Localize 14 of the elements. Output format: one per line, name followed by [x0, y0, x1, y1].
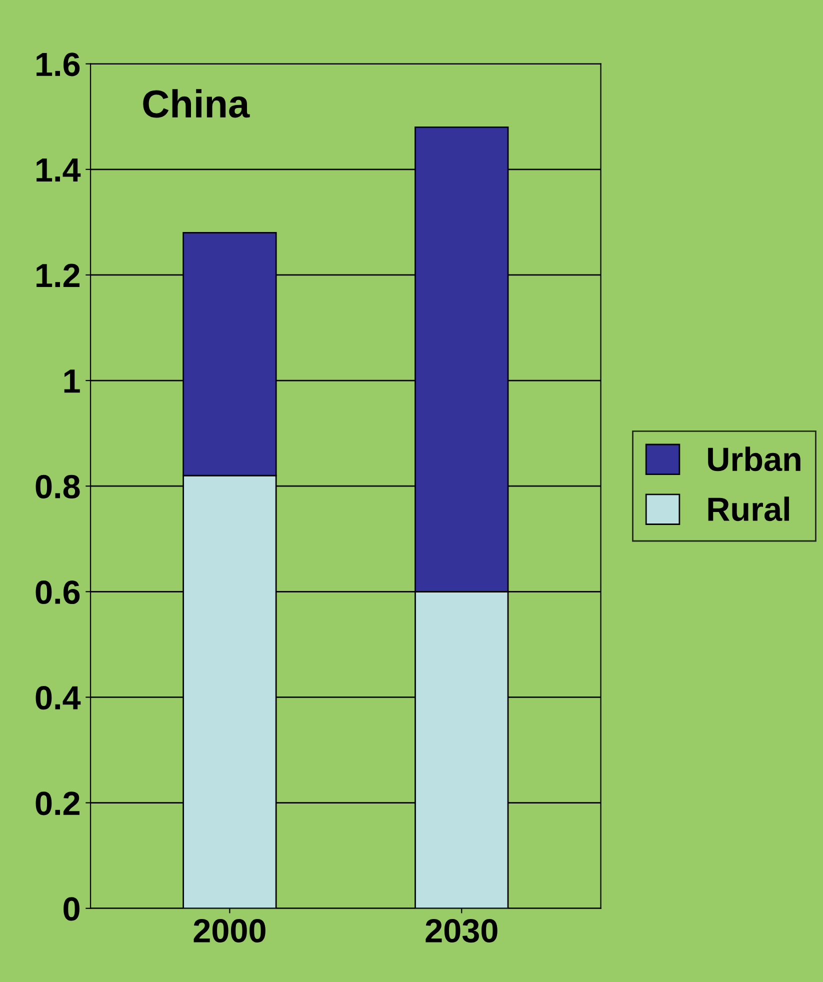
y-tick-label: 1 — [64, 370, 80, 393]
text: China — [143, 89, 250, 118]
legend-label: Urban — [708, 446, 800, 472]
x-tick-label: 2030 — [426, 918, 498, 943]
y-tick-label: 1.2 — [36, 264, 80, 288]
y-tick-label: 0.6 — [36, 580, 80, 604]
legend-label: Rural — [708, 496, 789, 522]
y-tick-label: 0.2 — [36, 792, 80, 816]
x-tick-label: 2000 — [194, 918, 266, 943]
y-tick-label: 1.4 — [36, 158, 81, 182]
y-tick-label: 0 — [64, 897, 80, 921]
y-tick-label: 0.8 — [36, 474, 80, 498]
y-tick-label: 1.6 — [36, 52, 80, 76]
y-tick-label: 0.4 — [36, 686, 81, 710]
